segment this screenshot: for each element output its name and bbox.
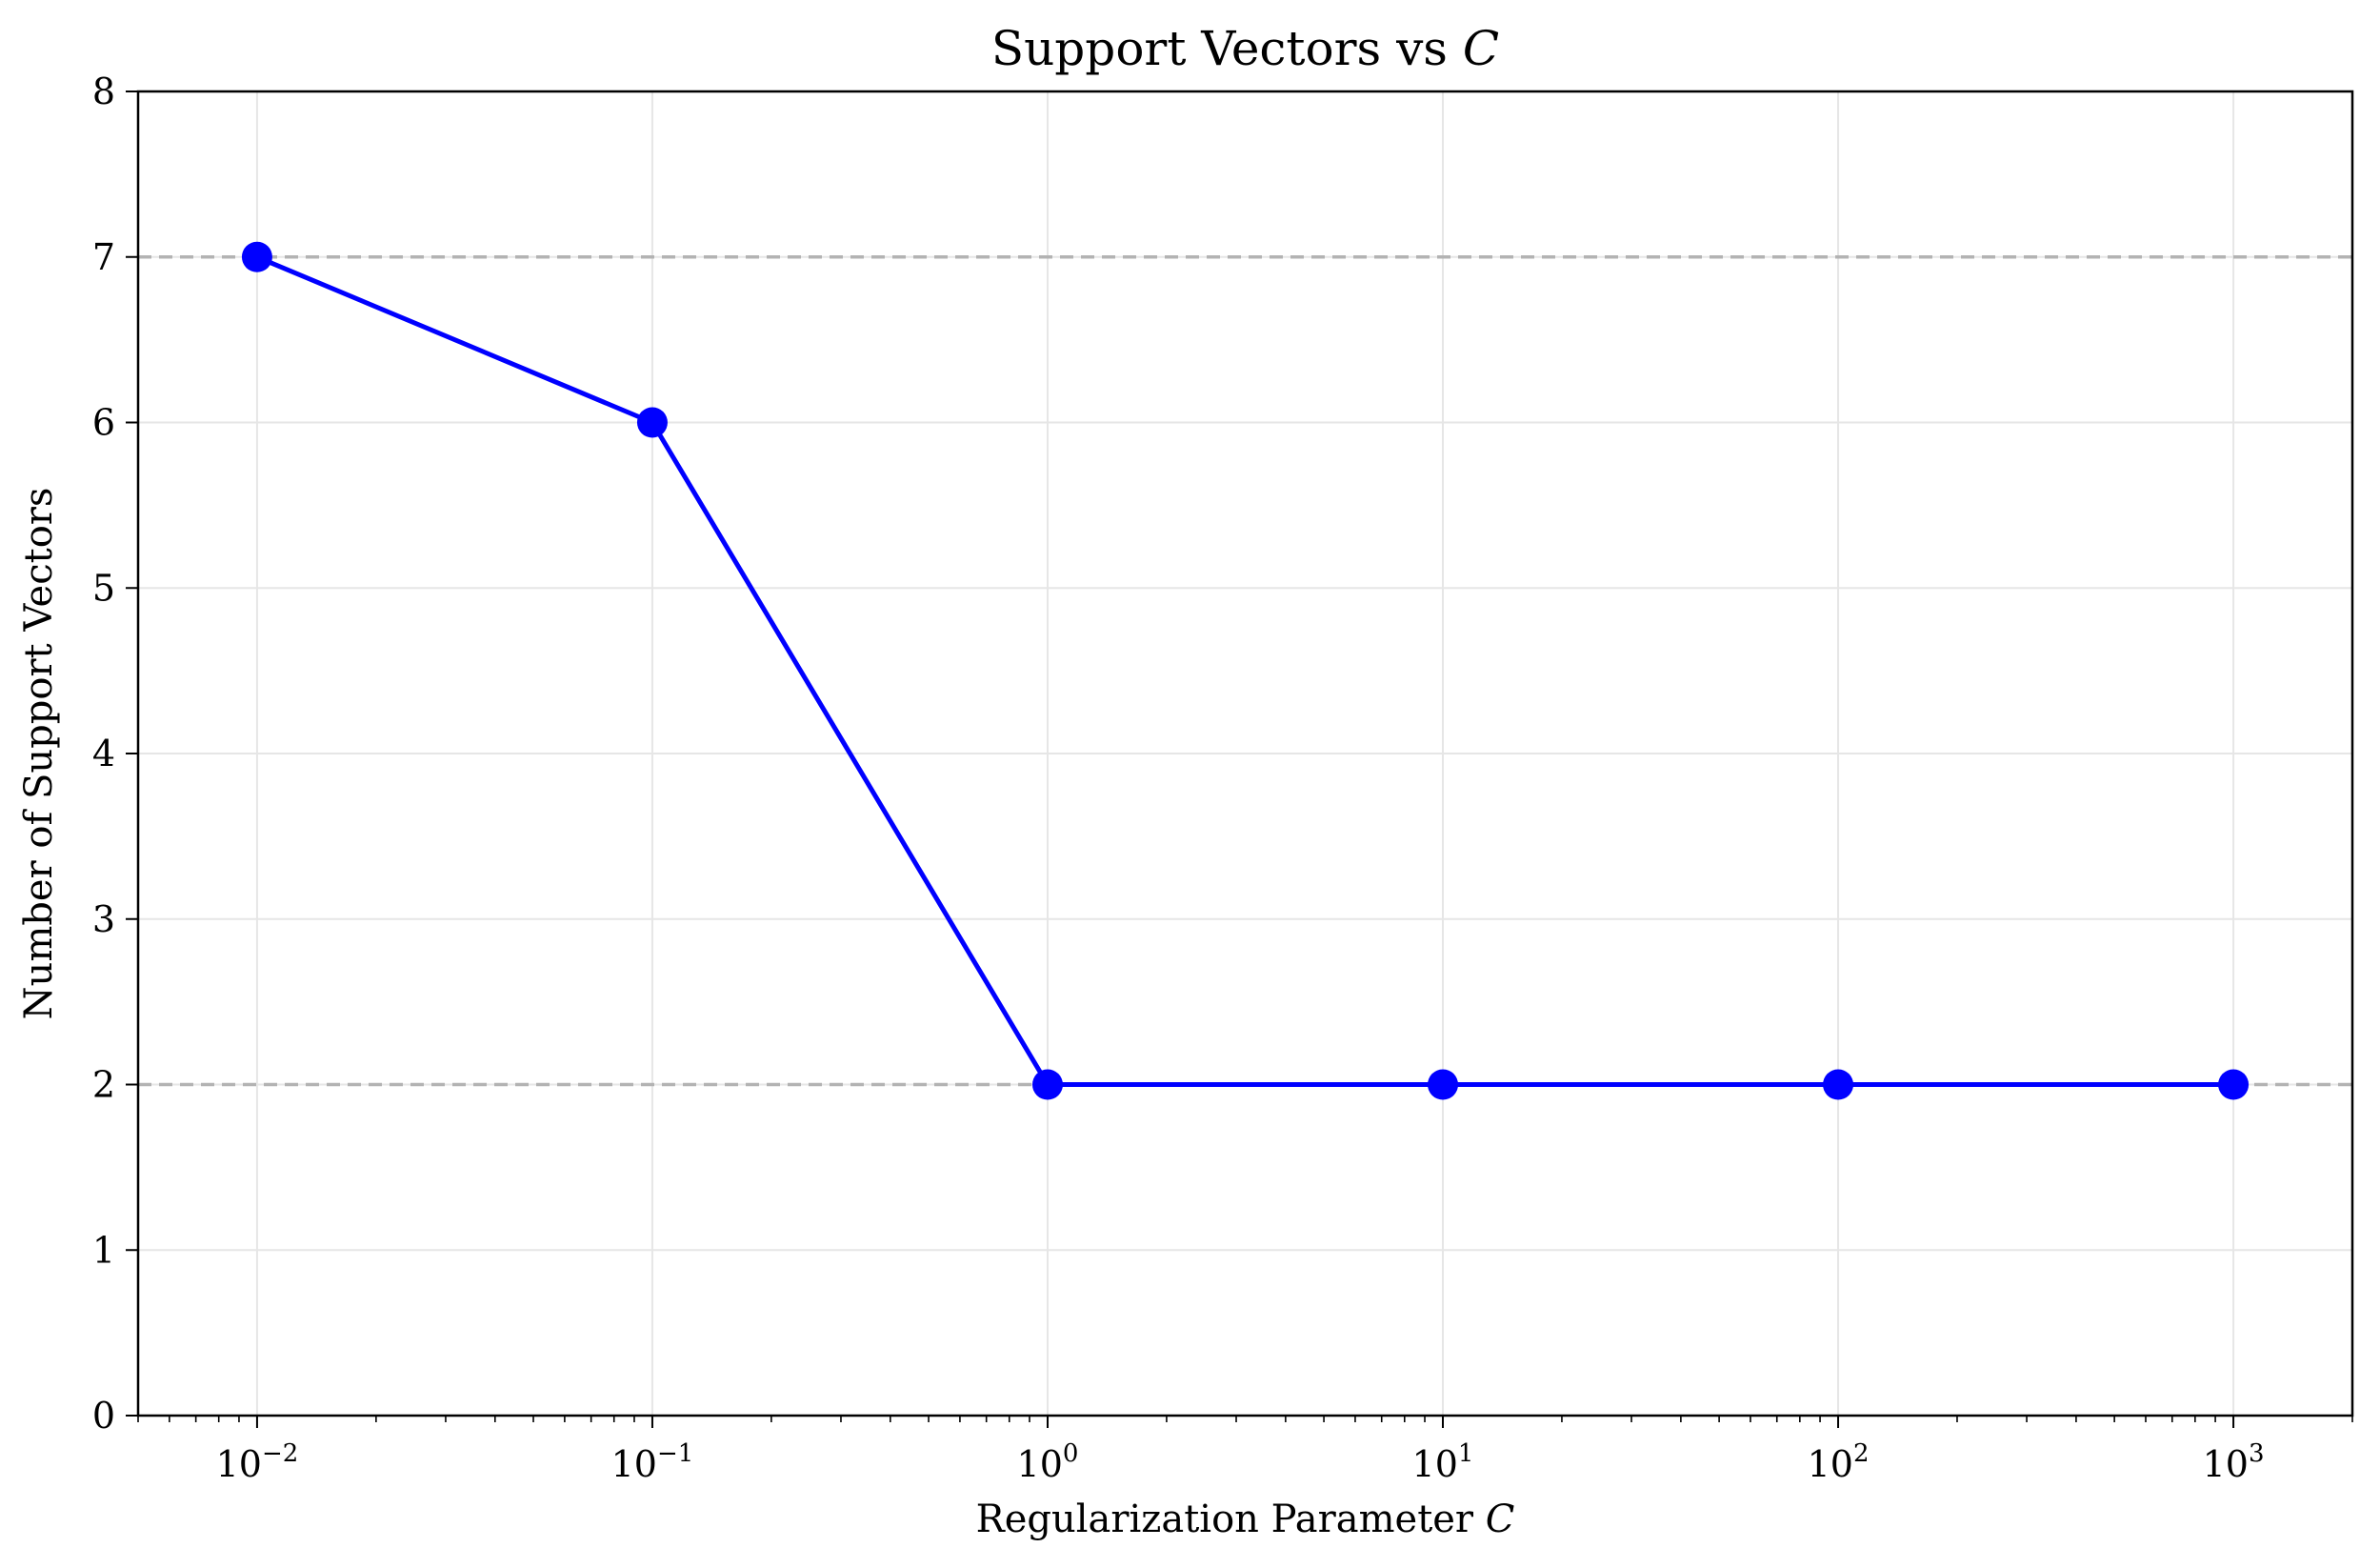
x-tick-label: 101 xyxy=(1412,1439,1474,1485)
x-tick-exponent: −2 xyxy=(262,1439,298,1468)
series xyxy=(241,241,2250,1100)
y-tick-label: 8 xyxy=(92,70,115,112)
y-tick-label: 5 xyxy=(92,567,115,609)
x-tick-base: 10 xyxy=(1808,1443,1853,1485)
x-tick-exponent: 2 xyxy=(1853,1439,1870,1468)
data-point xyxy=(2218,1069,2250,1100)
y-tick-label: 7 xyxy=(92,236,115,278)
x-tick-label: 10−2 xyxy=(216,1439,299,1485)
x-tick-base: 10 xyxy=(2203,1443,2249,1485)
x-axis-label-text: Regularization Parameter xyxy=(976,1498,1486,1541)
x-tick-exponent: −1 xyxy=(657,1439,693,1468)
x-tick-label: 10−1 xyxy=(611,1439,694,1485)
y-tick-label: 0 xyxy=(92,1395,115,1437)
x-tick-base: 10 xyxy=(216,1443,262,1485)
x-tick-label: 102 xyxy=(1808,1439,1870,1485)
x-tick-exponent: 3 xyxy=(2249,1439,2265,1468)
y-tick-label: 2 xyxy=(92,1064,115,1106)
y-tick-label: 6 xyxy=(92,402,115,444)
series-line xyxy=(255,254,2234,1087)
x-tick-base: 10 xyxy=(1412,1443,1458,1485)
x-tick-label: 103 xyxy=(2203,1439,2265,1485)
chart-title: Support Vectors vs C xyxy=(991,21,1499,76)
x-tick-label: 100 xyxy=(1017,1439,1079,1485)
y-tick-label: 1 xyxy=(92,1229,115,1271)
data-point xyxy=(636,407,668,438)
x-tick-exponent: 1 xyxy=(1458,1439,1474,1468)
data-point xyxy=(1823,1069,1854,1100)
data-point xyxy=(1031,1069,1063,1100)
y-axis-label: Number of Support Vectors xyxy=(17,488,61,1020)
x-tick-base: 10 xyxy=(611,1443,657,1485)
x-tick-base: 10 xyxy=(1017,1443,1063,1485)
chart-title-text: Support Vectors vs xyxy=(991,21,1463,76)
y-tick-label: 4 xyxy=(92,733,115,774)
y-tick-label: 3 xyxy=(92,898,115,940)
x-axis-label-symbol: C xyxy=(1486,1498,1515,1541)
data-point xyxy=(1428,1069,1459,1100)
chart-title-symbol: C xyxy=(1463,21,1499,76)
x-tick-exponent: 0 xyxy=(1063,1439,1079,1468)
x-axis-label: Regularization Parameter C xyxy=(976,1498,1515,1541)
data-point xyxy=(241,241,272,272)
